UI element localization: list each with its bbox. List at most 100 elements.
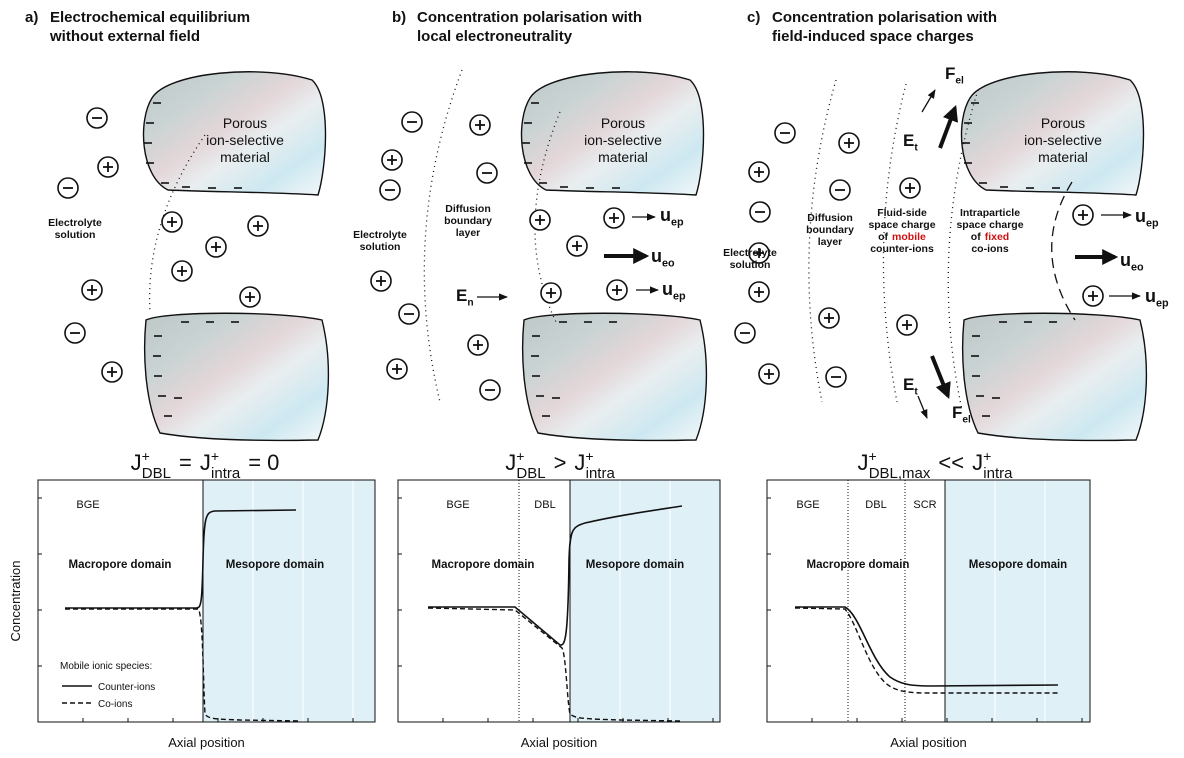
label-line: boundary: [806, 224, 854, 236]
label-segment: Diffusion: [807, 212, 853, 224]
label-segment: boundary: [806, 224, 854, 236]
zone-label: BGE: [76, 499, 99, 511]
label-segment: fixed: [985, 231, 1010, 243]
ion-selective-particle: [523, 313, 707, 440]
arrow: [940, 108, 955, 148]
label-segment: Intraparticle: [960, 207, 1020, 219]
symbol-main: u: [1145, 286, 1156, 306]
symbol-main: J: [574, 450, 585, 475]
subscript: intra: [586, 465, 616, 482]
symbol: En: [456, 286, 474, 308]
subscript: DBL,max: [869, 465, 931, 482]
operator: <<: [938, 450, 964, 475]
label-segment: Electrolyte: [48, 217, 102, 229]
label-line: layer: [818, 236, 843, 248]
symbol-sub: t: [914, 386, 918, 397]
panel-title: without external field: [49, 28, 200, 45]
mesopore-region: [570, 480, 720, 722]
figure: a)Electrochemical equilibriumwithout ext…: [0, 0, 1184, 758]
label-line: Electrolyte: [723, 247, 777, 259]
material-label: ion-selective: [206, 132, 284, 148]
label-line: Electrolyte: [353, 229, 407, 241]
zone-label: BGE: [796, 499, 819, 511]
material-label: Porous: [601, 115, 645, 131]
zone-label: DBL: [534, 499, 555, 511]
material-label: Porous: [1041, 115, 1085, 131]
operator: >: [554, 450, 567, 475]
symbol-sub: el: [962, 414, 971, 425]
symbol-main: u: [1135, 206, 1146, 226]
symbol-main: E: [456, 286, 467, 305]
material-label: ion-selective: [584, 132, 662, 148]
label-segment: space charge: [868, 219, 935, 231]
symbol: Et: [903, 131, 918, 153]
symbol-main: J: [131, 450, 142, 475]
symbol: Fel: [945, 64, 964, 86]
symbol-main: u: [651, 246, 662, 266]
label-line: solution: [360, 241, 401, 253]
symbol-main: u: [1120, 250, 1131, 270]
label-segment: layer: [456, 227, 481, 239]
label-line: Intraparticle: [960, 207, 1020, 219]
label-line: counter-ions: [870, 243, 934, 255]
label-line: Diffusion: [445, 203, 491, 215]
legend-title: Mobile ionic species:: [60, 661, 152, 672]
symbol-main: F: [945, 64, 955, 83]
symbol-sub: t: [914, 142, 918, 153]
domain-label: Mesopore domain: [226, 559, 324, 571]
symbol-sub: el: [955, 75, 964, 86]
equation: J+DBL​=J+intra​= 0: [131, 448, 280, 482]
arrow: [932, 356, 948, 396]
arrow: [918, 396, 927, 418]
label-segment: solution: [360, 241, 401, 253]
symbol-sub: ep: [1156, 298, 1169, 310]
panel-label: c): [747, 9, 760, 26]
panel-title: local electroneutrality: [417, 28, 573, 45]
panel-title: Concentration polarisation with: [417, 9, 642, 26]
domain-label: Macropore domain: [807, 559, 910, 571]
symbol: uep: [1145, 286, 1169, 310]
superscript: +: [142, 448, 150, 464]
label-line: solution: [55, 229, 96, 241]
label-line: boundary: [444, 215, 492, 227]
panel-label: a): [25, 9, 38, 26]
symbol-main: E: [903, 375, 914, 394]
domain-label: Macropore domain: [69, 559, 172, 571]
material-label: ion-selective: [1024, 132, 1102, 148]
x-axis-label: Axial position: [168, 735, 245, 750]
label-line: co-ions: [971, 243, 1008, 255]
ion-selective-particle: [963, 313, 1147, 440]
label-segment: solution: [730, 259, 771, 271]
symbol-sub: n: [467, 297, 473, 308]
panel-title: Concentration polarisation with: [772, 9, 997, 26]
label-segment: solution: [55, 229, 96, 241]
equation: J+DBL,max​<<J+intra​: [858, 448, 1014, 482]
label-line: Fluid-side: [877, 207, 927, 219]
subscript: DBL: [516, 465, 545, 482]
arrow: [922, 90, 935, 112]
symbol-main: J: [505, 450, 516, 475]
label-line: Electrolyte: [48, 217, 102, 229]
zone-label: SCR: [913, 499, 936, 511]
subscript: intra: [211, 465, 241, 482]
symbol-sub: eo: [1131, 262, 1144, 274]
label-line: offixed: [971, 231, 1009, 243]
symbol-main: J: [200, 450, 211, 475]
panel-title: field-induced space charges: [772, 28, 974, 45]
material-label: material: [220, 149, 270, 165]
symbol: uep: [662, 279, 686, 303]
symbol-main: u: [662, 279, 673, 299]
symbol-main: u: [660, 205, 671, 225]
label-segment: space charge: [956, 219, 1023, 231]
symbol-sub: eo: [662, 258, 675, 270]
symbol: ueo: [1120, 250, 1144, 274]
panel-label: b): [392, 9, 406, 26]
zone-label: BGE: [446, 499, 469, 511]
label-segment: Electrolyte: [353, 229, 407, 241]
material-label: material: [598, 149, 648, 165]
y-axis-label: Concentration: [8, 561, 23, 642]
symbol-main: E: [903, 131, 914, 150]
legend-entry: Counter-ions: [98, 682, 155, 693]
label-line: ofmobile: [878, 231, 926, 243]
domain-label: Macropore domain: [432, 559, 535, 571]
